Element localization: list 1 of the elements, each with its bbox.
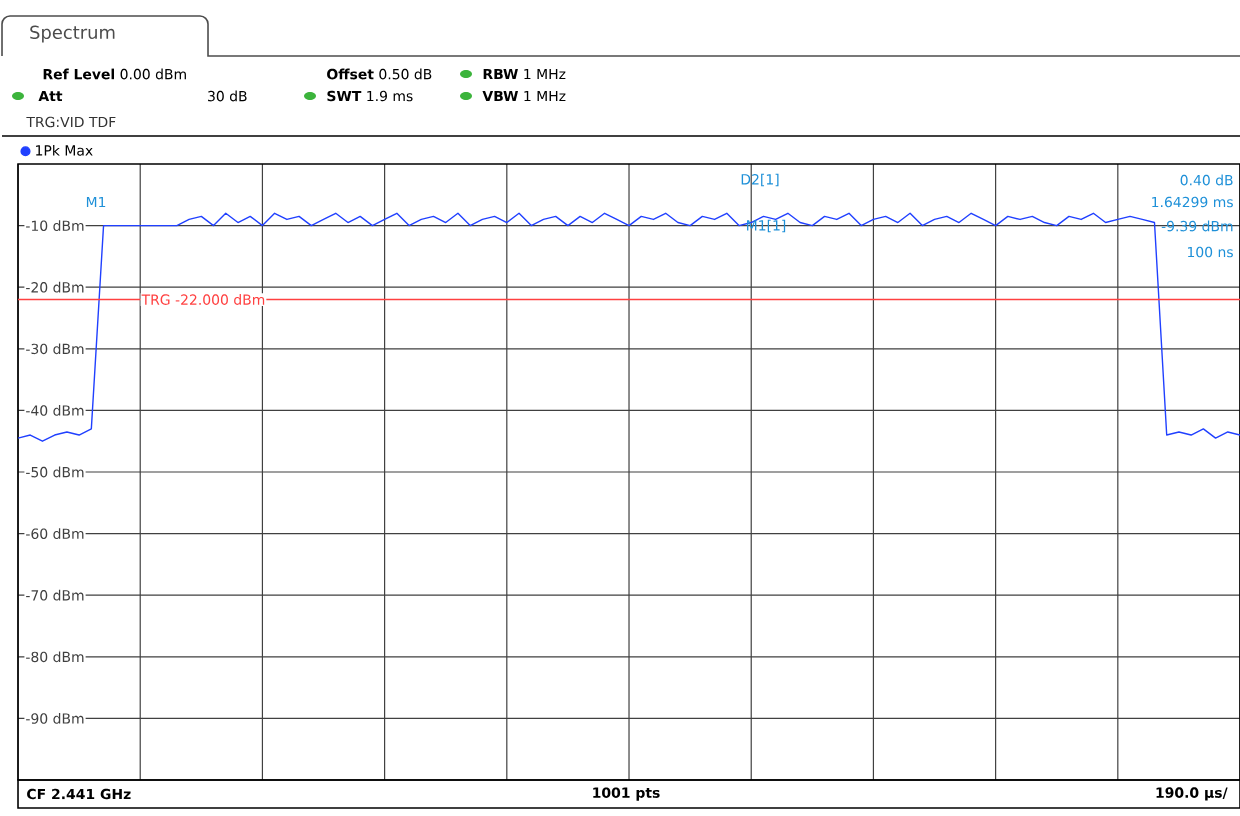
chart-title: Spectrum xyxy=(30,25,115,43)
